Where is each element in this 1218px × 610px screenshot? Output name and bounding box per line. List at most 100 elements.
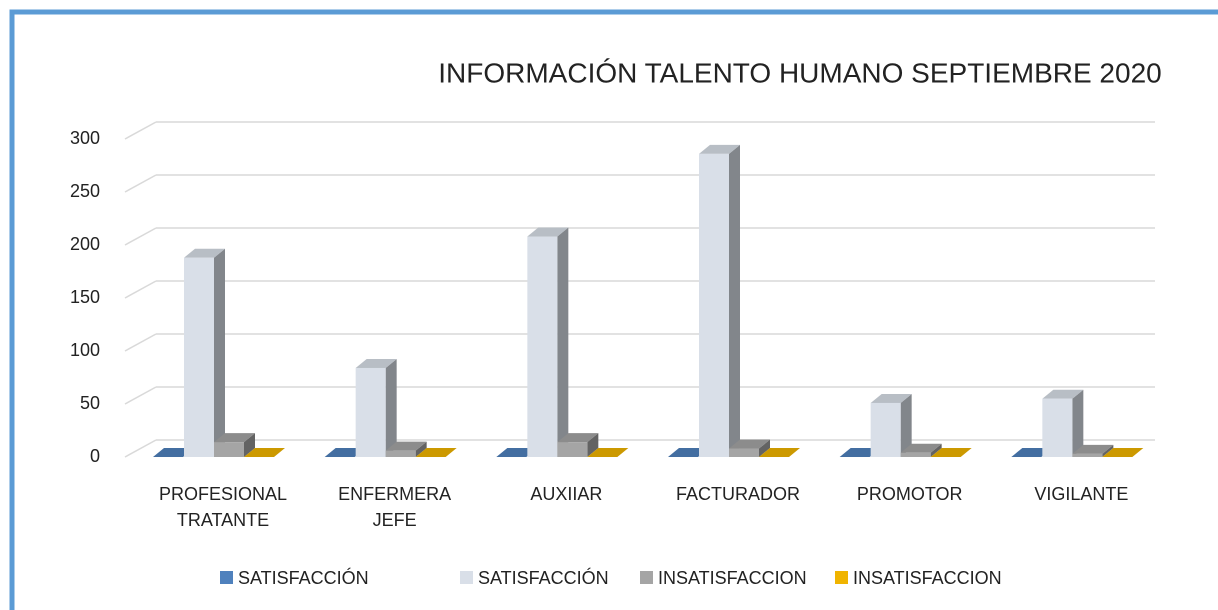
bar	[759, 448, 800, 458]
bar-face	[385, 450, 416, 457]
frame	[9, 9, 1218, 610]
bar-face	[1102, 444, 1114, 457]
grid-line	[124, 280, 157, 299]
bar-face	[324, 448, 366, 457]
bar-face	[557, 442, 588, 457]
bar-face	[900, 443, 942, 453]
bar	[930, 448, 972, 458]
bar	[244, 448, 285, 458]
bar	[1102, 448, 1144, 458]
legend-swatch	[460, 571, 473, 584]
bar	[355, 358, 397, 457]
y-tick-label: 150	[70, 287, 100, 307]
bar-face	[699, 144, 740, 154]
bar-face	[759, 448, 800, 457]
grid-line	[124, 386, 157, 405]
bar	[324, 448, 366, 458]
bar-face	[759, 439, 770, 457]
bar-face	[668, 448, 709, 457]
bar-face	[699, 153, 729, 457]
bar-face	[153, 448, 194, 457]
grid-line	[124, 333, 157, 352]
bar-face	[557, 227, 569, 457]
bar-face	[557, 433, 599, 443]
x-tick-label: AUXIIAR	[530, 484, 603, 504]
grid-line	[124, 227, 157, 246]
bar-face	[244, 433, 255, 457]
legend-swatch	[220, 571, 233, 584]
bar-face	[1042, 389, 1084, 399]
bar-face	[1042, 398, 1073, 457]
grid-line	[124, 121, 157, 140]
bar-face	[184, 257, 214, 457]
x-tick-label: PROFESIONAL TRATANTE	[158, 484, 288, 530]
bar	[1011, 448, 1053, 458]
bar-face	[1072, 453, 1103, 457]
y-tick-label: 0	[90, 446, 100, 466]
x-tick-label: PROMOTOR	[856, 484, 963, 504]
bar	[839, 448, 881, 458]
bar-face	[244, 448, 285, 457]
bar-face	[587, 448, 629, 457]
bar-face	[496, 448, 538, 457]
bar-face	[930, 448, 972, 457]
bar	[729, 439, 770, 457]
bar-face	[355, 367, 386, 457]
x-tick-label: VIGILANTE	[1034, 484, 1129, 504]
x-tick-label: ENFERMERA JEFE	[338, 484, 452, 530]
bar-face	[1072, 389, 1084, 457]
bar	[587, 448, 629, 458]
bar-face	[355, 358, 397, 368]
bar-face	[527, 236, 558, 457]
bar-face	[415, 448, 457, 457]
bar	[527, 227, 569, 457]
bar-face	[1072, 444, 1114, 454]
bar	[153, 448, 194, 458]
bar-face	[214, 433, 255, 443]
y-tick-label: 300	[70, 128, 100, 148]
bar	[415, 448, 457, 458]
bar-face	[527, 227, 569, 237]
bar-face	[214, 248, 225, 457]
bar	[557, 433, 599, 457]
legend-swatch	[640, 571, 653, 584]
bar-face	[900, 452, 931, 457]
bar-face	[930, 443, 942, 457]
bar-face	[415, 441, 427, 457]
bar-face	[729, 144, 740, 457]
y-tick-label: 200	[70, 234, 100, 254]
bar-face	[1011, 448, 1053, 457]
bar	[184, 248, 225, 457]
chart-title: INFORMACIÓN TALENTO HUMANO SEPTIEMBRE 20…	[438, 57, 1161, 88]
bar-face	[870, 393, 912, 403]
legend-swatch	[835, 571, 848, 584]
bar-face	[870, 402, 901, 457]
grid-line	[124, 439, 157, 458]
bar-face	[385, 358, 397, 457]
y-tick-label: 50	[80, 393, 100, 413]
bar	[900, 443, 942, 457]
bar-face	[729, 439, 770, 449]
y-tick-label: 100	[70, 340, 100, 360]
bar-face	[900, 393, 912, 457]
bar-face	[587, 433, 599, 457]
legend-label: INSATISFACCION	[658, 568, 807, 588]
bar-face	[214, 442, 244, 457]
bar	[496, 448, 538, 458]
grid-line	[124, 174, 157, 193]
bar-face	[184, 248, 225, 258]
bar	[699, 144, 740, 457]
bar-face	[839, 448, 881, 457]
bar	[1042, 389, 1084, 457]
bar	[1072, 444, 1114, 457]
legend-label: SATISFACCIÓN	[478, 567, 609, 588]
bar-face	[729, 448, 759, 457]
bar	[385, 441, 427, 457]
x-tick-label: FACTURADOR	[675, 484, 800, 504]
bar	[668, 448, 709, 458]
legend-label: INSATISFACCION	[853, 568, 1002, 588]
bar-face	[385, 441, 427, 451]
bar-face	[1102, 448, 1144, 457]
